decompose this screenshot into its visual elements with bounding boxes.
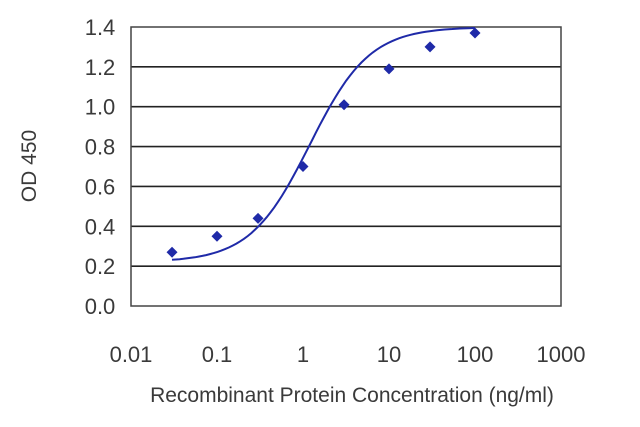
data-point (252, 212, 264, 224)
data-points (166, 27, 481, 258)
data-point (338, 99, 350, 111)
plot-frame (130, 26, 562, 307)
x-tick-label: 1000 (537, 342, 586, 367)
x-tick-labels: 0.01 0.1 1 10 100 1000 (110, 342, 586, 367)
y-tick-label: 1.4 (85, 15, 116, 40)
y-tick-label: 0.4 (85, 214, 116, 239)
x-tick-label: 0.01 (110, 342, 153, 367)
data-point (424, 41, 436, 53)
data-point (297, 161, 309, 172)
grid-lines (131, 66, 561, 267)
y-tick-label: 1.2 (85, 55, 116, 80)
y-tick-label: 0.6 (85, 174, 116, 199)
y-axis-title: OD 450 (18, 130, 41, 202)
x-tick-label: 0.1 (202, 342, 233, 367)
y-tick-labels: 0.0 0.2 0.4 0.6 0.8 1.0 1.2 1.4 (85, 15, 116, 319)
y-tick-label: 0.0 (85, 294, 116, 319)
data-point (211, 230, 223, 242)
y-tick-label: 0.8 (85, 135, 116, 160)
x-tick-label: 1 (297, 342, 309, 367)
data-point (383, 63, 395, 75)
x-tick-label: 10 (377, 342, 401, 367)
data-point (166, 246, 178, 258)
fit-curve (171, 26, 476, 261)
data-point (469, 27, 481, 39)
x-tick-label: 100 (457, 342, 494, 367)
x-axis-title: Recombinant Protein Concentration (ng/ml… (150, 384, 554, 407)
y-tick-label: 0.2 (85, 254, 116, 279)
y-tick-label: 1.0 (85, 95, 116, 120)
